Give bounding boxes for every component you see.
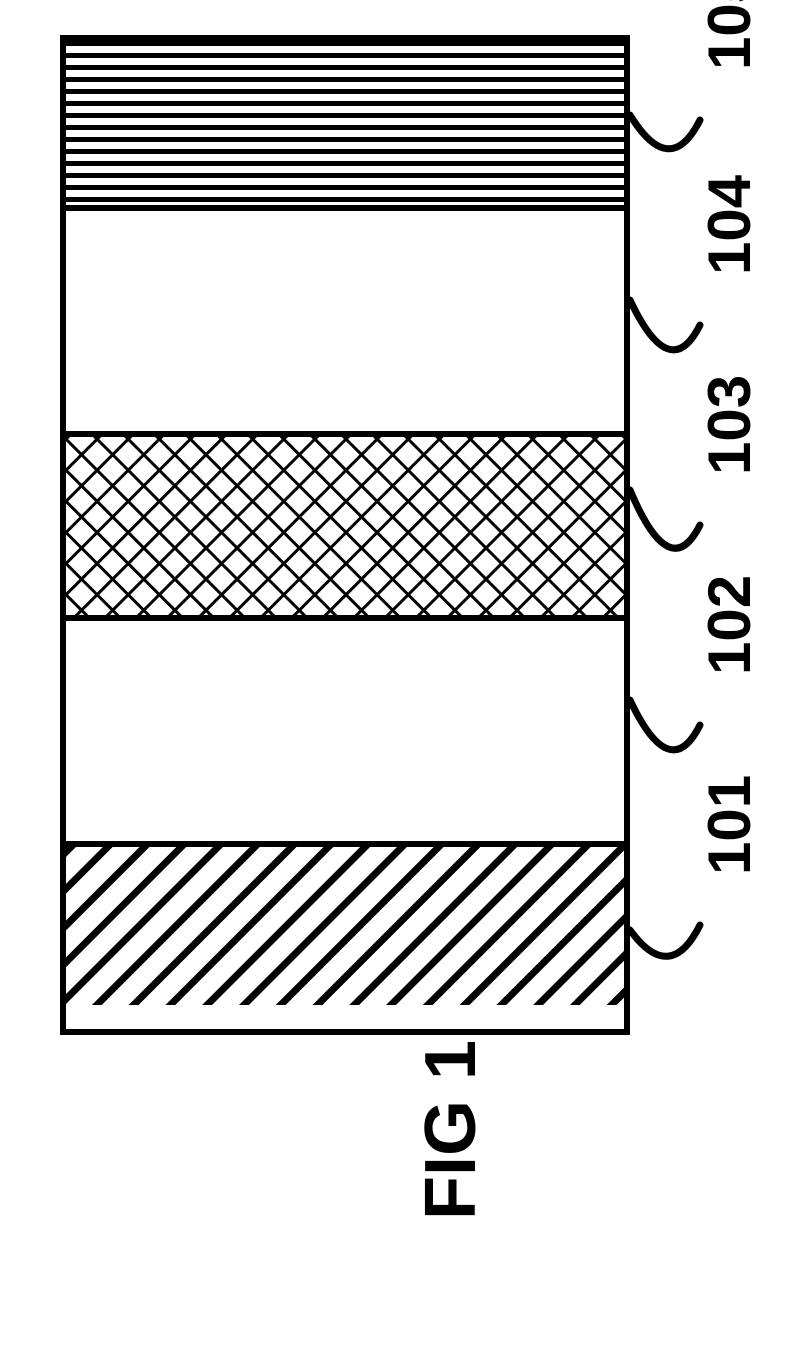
reference-label-103: 103 xyxy=(700,375,760,475)
reference-label-101: 101 xyxy=(700,775,760,875)
leader-lines xyxy=(0,0,797,1355)
figure-caption: FIG 1 xyxy=(410,1040,492,1220)
reference-label-105: 105 xyxy=(700,0,760,70)
leader-line-2 xyxy=(630,490,700,548)
reference-label-104: 104 xyxy=(700,175,760,275)
leader-line-0 xyxy=(630,115,700,149)
reference-label-102: 102 xyxy=(700,575,760,675)
leader-line-1 xyxy=(630,300,700,350)
leader-line-4 xyxy=(630,925,700,956)
leader-line-3 xyxy=(630,700,700,750)
figure-stage: 105 104 103 102 101 FIG 1 xyxy=(0,0,797,1355)
